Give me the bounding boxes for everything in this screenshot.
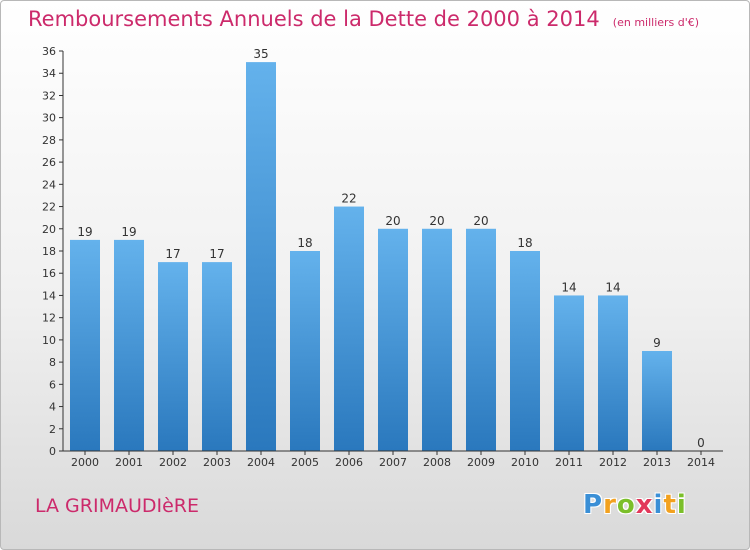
bar-value-label: 20 [473,214,488,228]
x-tick-label: 2007 [379,456,407,469]
bar-value-label: 22 [341,192,356,206]
bar [114,239,144,451]
y-tick-label: 12 [42,312,56,325]
y-tick-label: 8 [49,356,56,369]
bar [378,228,408,451]
logo-letter: r [603,490,617,520]
bar [642,351,672,451]
x-tick-label: 2010 [511,456,539,469]
y-tick-label: 24 [42,178,56,191]
bar [466,228,496,451]
y-tick-label: 28 [42,134,56,147]
bar-value-label: 20 [429,214,444,228]
x-tick-label: 2012 [599,456,627,469]
x-tick-label: 2001 [115,456,143,469]
bar [554,295,584,451]
bar-value-label: 20 [385,214,400,228]
bar-value-label: 9 [653,336,661,350]
bar-value-label: 0 [697,436,705,450]
y-tick-label: 4 [49,401,56,414]
bar-value-label: 17 [209,247,224,261]
x-tick-label: 2008 [423,456,451,469]
bar [598,295,628,451]
bar [158,262,188,451]
x-tick-label: 2014 [687,456,715,469]
y-tick-label: 14 [42,289,56,302]
bar-value-label: 14 [561,280,576,294]
bar-value-label: 17 [165,247,180,261]
x-tick-label: 2013 [643,456,671,469]
x-tick-label: 2005 [291,456,319,469]
bar [510,251,540,451]
bar-value-label: 18 [517,236,532,250]
x-tick-label: 2009 [467,456,495,469]
logo-letter: i [653,490,664,520]
y-tick-label: 0 [49,445,56,458]
bar [422,228,452,451]
commune-name: LA GRIMAUDIèRE [35,495,200,517]
logo-letter: o [616,490,636,520]
chart-title: Remboursements Annuels de la Dette de 20… [28,7,699,31]
y-tick-label: 10 [42,334,56,347]
bar [290,251,320,451]
x-tick-label: 2006 [335,456,363,469]
bar [202,262,232,451]
title-unit: (en milliers d'€) [612,16,700,29]
logo-letter: i [676,490,687,520]
logo-letter: x [635,490,654,520]
y-tick-label: 36 [42,45,56,58]
y-tick-label: 26 [42,156,56,169]
x-tick-label: 2004 [247,456,275,469]
y-tick-label: 30 [42,112,56,125]
x-tick-label: 2002 [159,456,187,469]
logo-letter: t [663,490,677,520]
x-tick-label: 2011 [555,456,583,469]
logo-letter: P [583,490,604,520]
y-tick-label: 20 [42,223,56,236]
proxiti-logo[interactable]: Proxiti [583,490,687,520]
bar-value-label: 35 [253,47,268,61]
x-tick-label: 2003 [203,456,231,469]
y-tick-label: 34 [42,67,56,80]
y-tick-label: 22 [42,201,56,214]
bar-value-label: 19 [77,225,92,239]
bar-value-label: 18 [297,236,312,250]
y-tick-label: 32 [42,89,56,102]
bar [70,239,100,451]
y-tick-label: 18 [42,245,56,258]
bar-value-label: 14 [605,280,620,294]
bar [334,206,364,451]
bar [246,62,276,451]
y-tick-label: 6 [49,378,56,391]
bar-value-label: 19 [121,225,136,239]
x-tick-label: 2000 [71,456,99,469]
y-tick-label: 2 [49,423,56,436]
y-tick-label: 16 [42,267,56,280]
title-text: Remboursements Annuels de la Dette de 20… [28,7,600,31]
